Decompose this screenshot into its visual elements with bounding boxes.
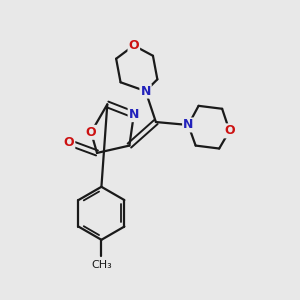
Text: O: O [128, 39, 139, 52]
Text: O: O [224, 124, 235, 137]
Text: N: N [183, 118, 194, 131]
Text: CH₃: CH₃ [91, 260, 112, 270]
Text: N: N [129, 108, 139, 121]
Text: O: O [64, 136, 74, 149]
Text: N: N [140, 85, 151, 98]
Text: O: O [86, 126, 96, 139]
